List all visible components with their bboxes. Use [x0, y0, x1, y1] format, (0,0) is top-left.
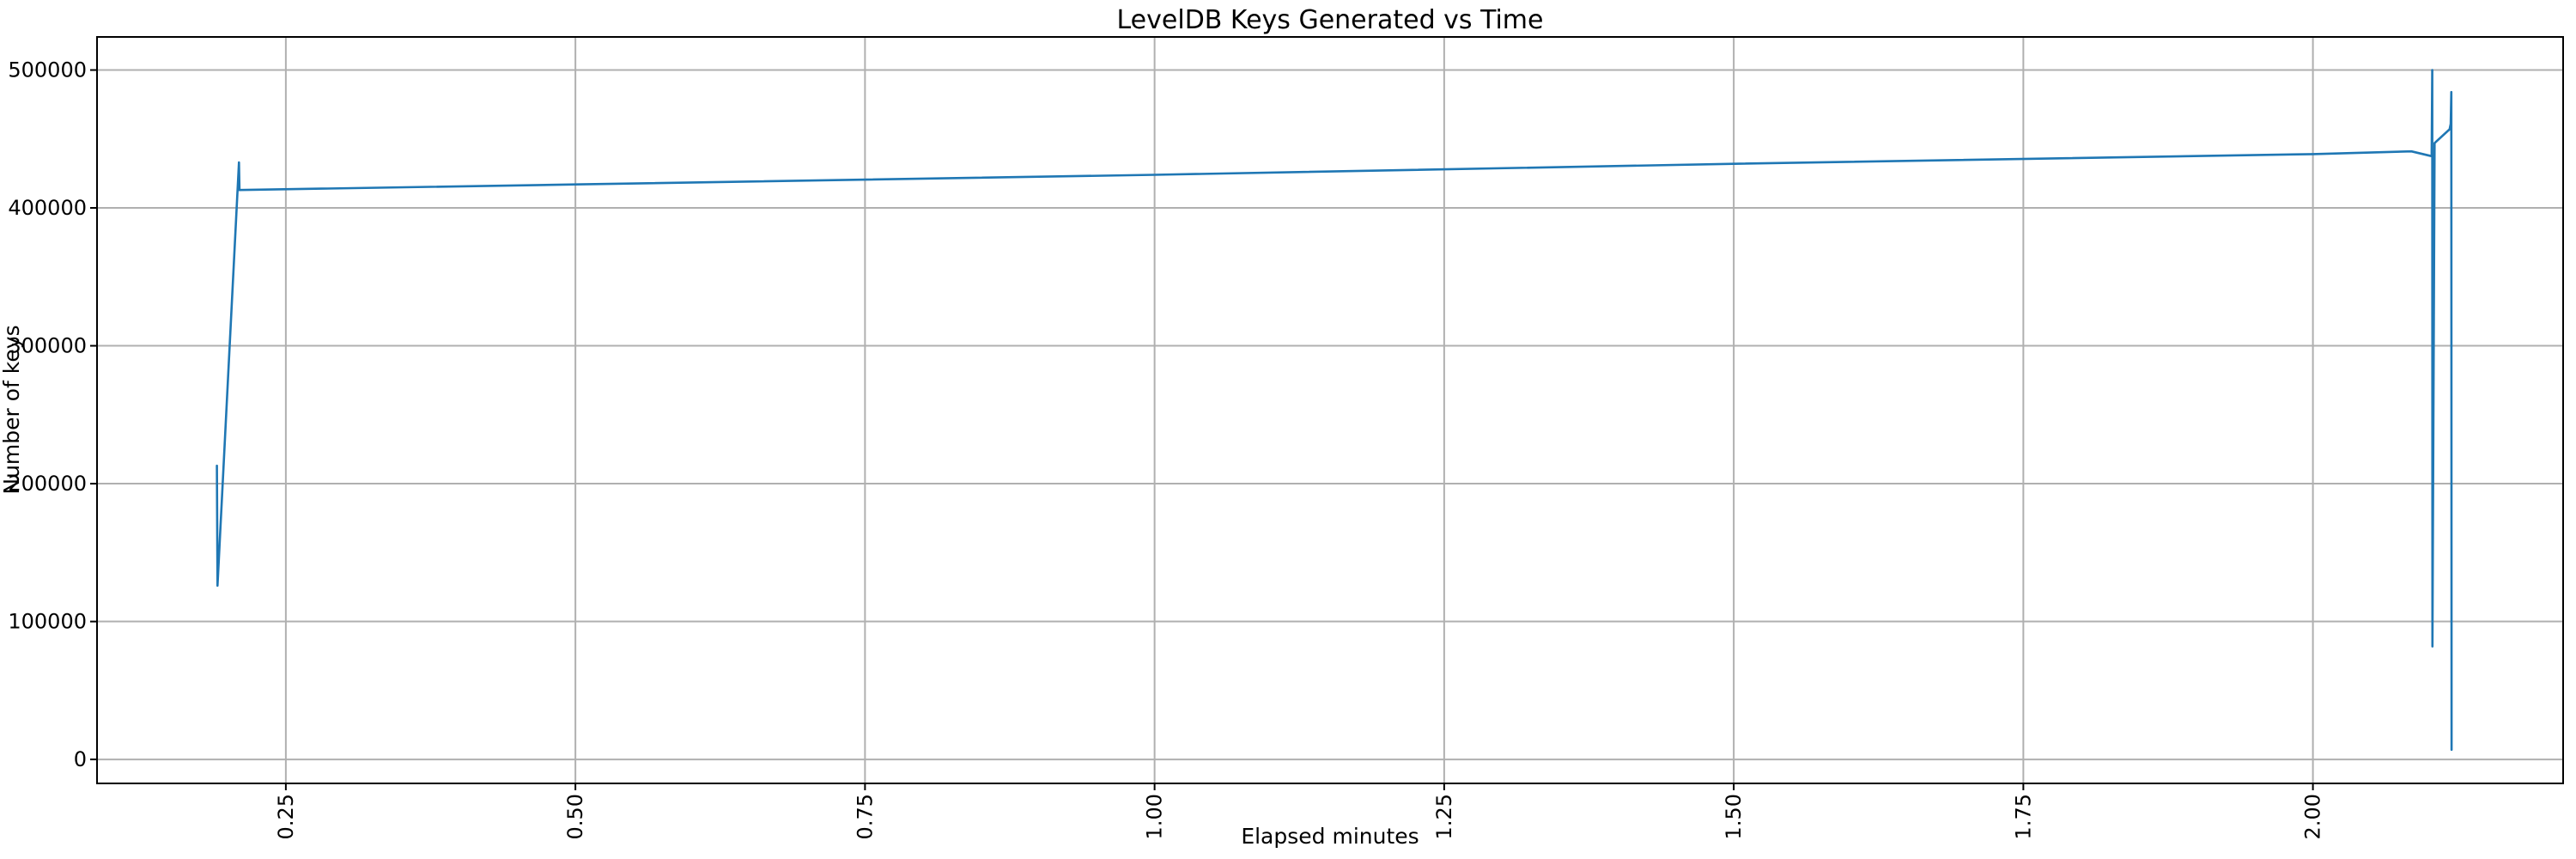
- grid-layer: [97, 37, 2563, 783]
- y-tick-label: 500000: [8, 58, 87, 82]
- data-series-line: [216, 69, 2453, 752]
- y-tick-label: 0: [74, 747, 87, 771]
- axis-layer: [90, 36, 2564, 790]
- x-axis-label: Elapsed minutes: [1241, 824, 1419, 849]
- x-tick-label: 0.50: [563, 794, 587, 839]
- y-tick-label: 100000: [8, 610, 87, 634]
- x-tick-label: 0.25: [274, 794, 298, 839]
- x-tick-label: 2.00: [2301, 794, 2325, 839]
- y-axis-label: Number of keys: [0, 325, 24, 494]
- y-tick-label: 200000: [8, 472, 87, 496]
- tick-label-layer: 0.25 0.50 0.75 1.00 1.25 1.50 1.75 2.00 0 100000 2…: [8, 58, 2324, 840]
- x-tick-label: 1.75: [2011, 794, 2035, 839]
- plot-frame: [96, 36, 2564, 784]
- y-tick-label: 300000: [8, 334, 87, 358]
- y-tick-label: 400000: [8, 196, 87, 220]
- x-tick-label: 0.75: [853, 794, 877, 839]
- x-tick-label: 1.50: [1722, 794, 1746, 839]
- x-tick-label: 1.00: [1143, 794, 1167, 839]
- chart-title: LevelDB Keys Generated vs Time: [1117, 5, 1544, 35]
- data-layer: [216, 69, 2453, 752]
- x-tick-label: 1.25: [1432, 794, 1456, 839]
